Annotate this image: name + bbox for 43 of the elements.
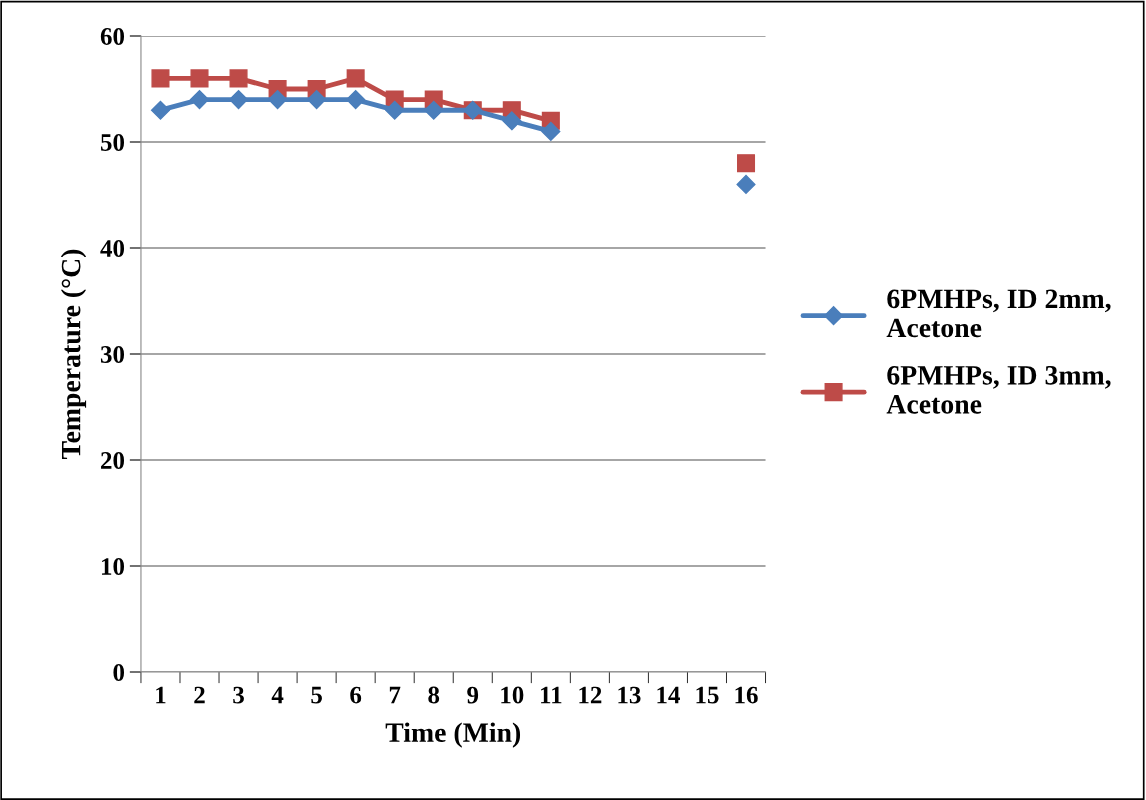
point (307, 90, 327, 110)
point (736, 174, 756, 194)
point (385, 100, 405, 120)
point (189, 90, 210, 110)
point (424, 100, 444, 120)
x-tick-label: 4 (271, 686, 284, 704)
y-tick-label: 50 (100, 134, 125, 151)
x-tick-label: 1 (156, 686, 166, 704)
point (541, 121, 561, 141)
y-tick-label: 40 (100, 240, 125, 257)
point (151, 69, 170, 88)
point (150, 100, 171, 120)
y-tick-label: 30 (100, 346, 125, 363)
point (229, 90, 249, 110)
x-tick-label: 13 (618, 686, 641, 704)
x-tick-label: 14 (657, 686, 680, 704)
y-axis-title: Temperature (°C) (60, 249, 87, 460)
x-tick-label: 15 (696, 686, 719, 704)
point (190, 69, 209, 88)
x-tick-label: 5 (311, 686, 322, 704)
y-tick-label: 0 (113, 664, 125, 681)
x-tick-label: 7 (389, 686, 401, 704)
point (346, 69, 365, 88)
y-tick-label: 60 (100, 28, 125, 45)
x-tick-label: 3 (233, 686, 244, 704)
y-tick-label: 10 (101, 558, 125, 575)
x-tick-label: 2 (194, 686, 205, 704)
x-tick-label: 9 (467, 686, 479, 704)
legend-label: 6PMHPs, ID 2mm, Acetone (886, 289, 1111, 338)
x-tick-label: 8 (428, 686, 440, 704)
x-tick-label: 6 (350, 686, 362, 704)
y-tick-label: 20 (101, 452, 125, 469)
x-tick-label: 12 (579, 686, 602, 704)
x-axis-title: Time (Min) (385, 722, 521, 748)
point (346, 90, 366, 110)
x-tick-label: 11 (541, 686, 562, 704)
x-tick-label: 16 (735, 686, 758, 704)
point (502, 111, 522, 131)
point (736, 154, 756, 173)
legend-label: 6PMHPs, ID 3mm, Acetone (886, 365, 1111, 414)
point (229, 69, 248, 88)
x-tick-label: 10 (501, 686, 524, 704)
point (268, 90, 288, 110)
